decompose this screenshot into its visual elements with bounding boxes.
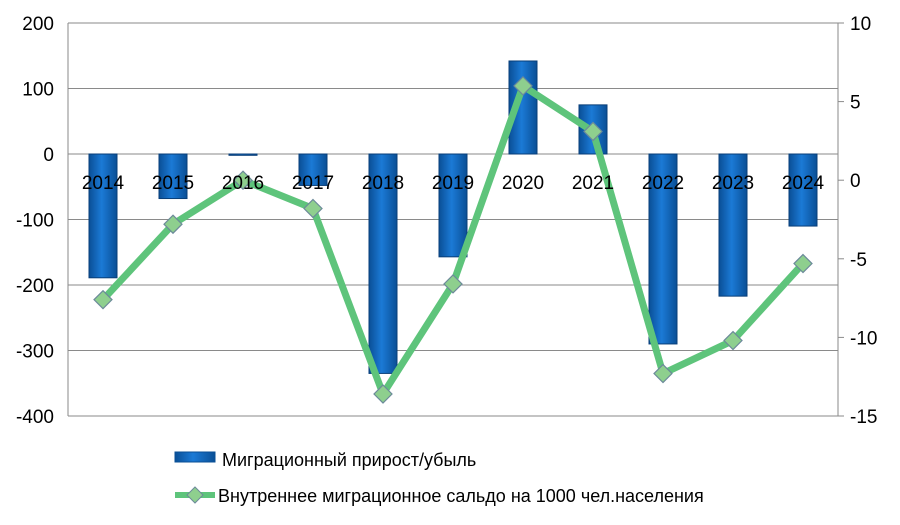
- right-tick-label: -15: [850, 407, 877, 428]
- right-tick-label: 5: [850, 93, 861, 114]
- line-series: [93, 76, 813, 404]
- line-marker: [233, 170, 253, 191]
- category-label: 2017: [292, 173, 334, 194]
- bar: [718, 153, 748, 297]
- line-marker: [723, 330, 743, 351]
- legend: Миграционный прирост/убыль Внутреннее ми…: [174, 450, 704, 506]
- right-axis-ticks: 10 5 0 -5 -10 -15: [838, 14, 877, 428]
- category-label: 2015: [152, 173, 194, 194]
- line-marker: [443, 274, 463, 294]
- bar: [228, 153, 258, 156]
- line-marker: [653, 363, 673, 384]
- left-axis-ticks: 200 100 0 -100 -200 -300 -400: [16, 14, 54, 428]
- legend-item-bars: Миграционный прирост/убыль: [174, 450, 476, 470]
- category-label: 2022: [642, 173, 684, 194]
- left-tick-label: 200: [22, 14, 54, 35]
- left-tick-label: -100: [16, 211, 54, 232]
- category-labels: 2014 2015 2016 2017 2018 2019 2020 2021 2022 2023…: [82, 173, 825, 194]
- right-tick-label: -5: [850, 250, 867, 271]
- legend-item-line: Внутреннее миграционное сальдо на 1000 ч…: [175, 486, 704, 506]
- category-label: 2020: [502, 173, 544, 194]
- line-marker: [513, 76, 533, 96]
- bar: [298, 153, 328, 186]
- category-label: 2021: [572, 173, 614, 194]
- bar: [368, 153, 398, 374]
- left-tick-label: -300: [16, 342, 54, 363]
- left-tick-label: 0: [43, 145, 54, 166]
- line-marker: [373, 384, 393, 404]
- bar-series: [88, 60, 818, 374]
- line-marker: [303, 198, 323, 219]
- category-label: 2014: [82, 173, 125, 194]
- category-label: 2019: [432, 173, 474, 194]
- line-marker: [583, 121, 603, 142]
- category-label: 2024: [782, 173, 825, 194]
- legend-label-bars: Миграционный прирост/убыль: [222, 450, 476, 470]
- line-marker: [93, 289, 113, 310]
- category-label: 2016: [222, 173, 264, 194]
- legend-bar-swatch: [174, 451, 216, 463]
- left-tick-label: 100: [22, 80, 54, 101]
- category-label: 2023: [712, 173, 754, 194]
- bar: [158, 153, 188, 200]
- line-marker: [793, 253, 813, 274]
- bar: [88, 153, 118, 279]
- bar: [438, 153, 468, 258]
- left-tick-label: -200: [16, 276, 54, 297]
- bar: [788, 153, 818, 227]
- right-tick-label: 0: [850, 171, 861, 192]
- right-tick-label: 10: [850, 14, 871, 35]
- right-tick-label: -10: [850, 328, 877, 349]
- legend-label-line: Внутреннее миграционное сальдо на 1000 ч…: [218, 486, 704, 506]
- category-label: 2018: [362, 173, 404, 194]
- legend-marker-swatch: [186, 486, 204, 504]
- bar: [648, 153, 678, 345]
- left-tick-label: -400: [16, 407, 54, 428]
- line-marker: [163, 214, 183, 235]
